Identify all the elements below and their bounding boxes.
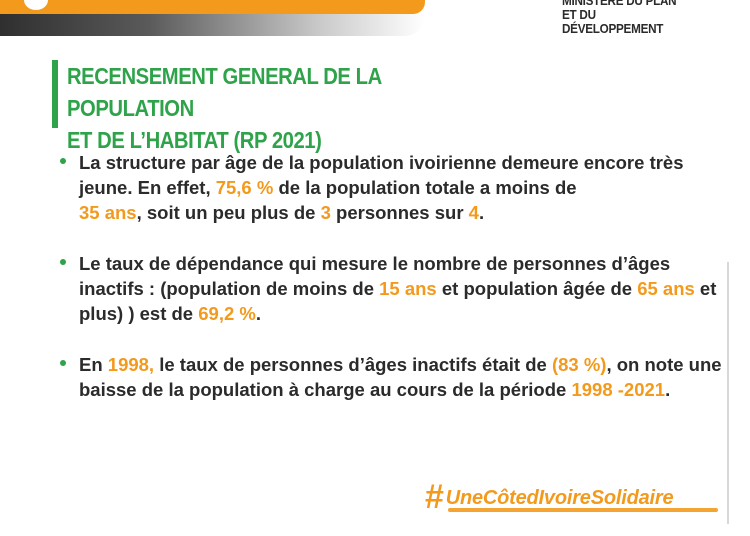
hashtag-underline bbox=[448, 508, 718, 512]
bullet-3-seg-0: En bbox=[79, 354, 108, 375]
bullet-2-seg-6: . bbox=[255, 303, 261, 324]
bullet-1-highlight-4: 4 bbox=[468, 202, 479, 223]
page-title: RECENSEMENT GENERAL DE LA POPULATION ET … bbox=[67, 60, 472, 156]
bullet-list: La structure par âge de la population iv… bbox=[60, 150, 740, 428]
header-orange-stripe bbox=[0, 0, 425, 14]
bullet-1-seg-0: La structure par âge de la population iv… bbox=[79, 152, 684, 198]
ministry-name: MINISTÈRE DU PLAN ET DU DÉVELOPPEMENT bbox=[562, 0, 697, 36]
bullet-3-highlight-period: 1998 -2021 bbox=[571, 379, 666, 400]
bullet-3-highlight-1998: 1998, bbox=[107, 354, 155, 375]
bullet-dot-icon bbox=[60, 360, 66, 366]
bullet-2-highlight-65: 65 ans bbox=[637, 278, 695, 299]
bullet-text-1: La structure par âge de la population iv… bbox=[79, 152, 684, 223]
bullet-1-highlight-pct: 75,6 % bbox=[215, 177, 274, 198]
title-accent-bar bbox=[52, 60, 58, 128]
ministry-line-2: ET DU DÉVELOPPEMENT bbox=[562, 7, 664, 36]
bullet-dot-icon bbox=[60, 259, 66, 265]
ministry-line-1: MINISTÈRE DU PLAN bbox=[562, 0, 677, 8]
bullet-dot-icon bbox=[60, 158, 66, 164]
bullet-1-highlight-3: 3 bbox=[320, 202, 331, 223]
bullet-item-2: Le taux de dépendance qui mesure le nomb… bbox=[60, 251, 740, 326]
hashtag-text: UneCôtedIvoireSolidaire bbox=[445, 487, 674, 509]
title-line-1: RECENSEMENT GENERAL DE LA POPULATION bbox=[67, 63, 382, 121]
bullet-2-seg-0: Le taux de dépendance qui mesure le nomb… bbox=[79, 253, 671, 299]
bullet-text-2: Le taux de dépendance qui mesure le nomb… bbox=[79, 253, 716, 324]
bullet-2-seg-4: et plus) ) est de bbox=[79, 278, 717, 324]
title-line-2: ET DE L’HABITAT (RP 2021) bbox=[67, 127, 322, 153]
bullet-1-seg-8: . bbox=[478, 202, 485, 223]
bullet-2-highlight-pct: 69,2 % bbox=[198, 303, 256, 324]
bullet-1-seg-4: , soit un peu plus de bbox=[136, 202, 321, 223]
hashtag-symbol: # bbox=[425, 478, 444, 516]
bullet-3-highlight-pct: (83 %) bbox=[551, 354, 607, 375]
right-divider bbox=[727, 262, 729, 524]
bullet-text-3: En 1998, le taux de personnes d’âges ina… bbox=[79, 354, 722, 400]
bullet-3-seg-6: . bbox=[665, 379, 671, 400]
bullet-2-highlight-15: 15 ans bbox=[379, 278, 437, 299]
hashtag-campaign: # UneCôtedIvoireSolidaire bbox=[425, 478, 725, 517]
bullet-item-1: La structure par âge de la population iv… bbox=[60, 150, 740, 225]
bullet-1-seg-2: de la population totale a moins de bbox=[273, 177, 577, 198]
bullet-3-seg-2: le taux de personnes d’âges inactifs éta… bbox=[154, 354, 552, 375]
bullet-3-seg-4: , on note une baisse de la population à … bbox=[79, 354, 722, 400]
bullet-item-3: En 1998, le taux de personnes d’âges ina… bbox=[60, 352, 740, 402]
bullet-1-seg-6: personnes sur bbox=[330, 202, 469, 223]
bullet-2-seg-2: et population âgée de bbox=[436, 278, 638, 299]
bullet-1-highlight-age: 35 ans bbox=[79, 202, 137, 223]
